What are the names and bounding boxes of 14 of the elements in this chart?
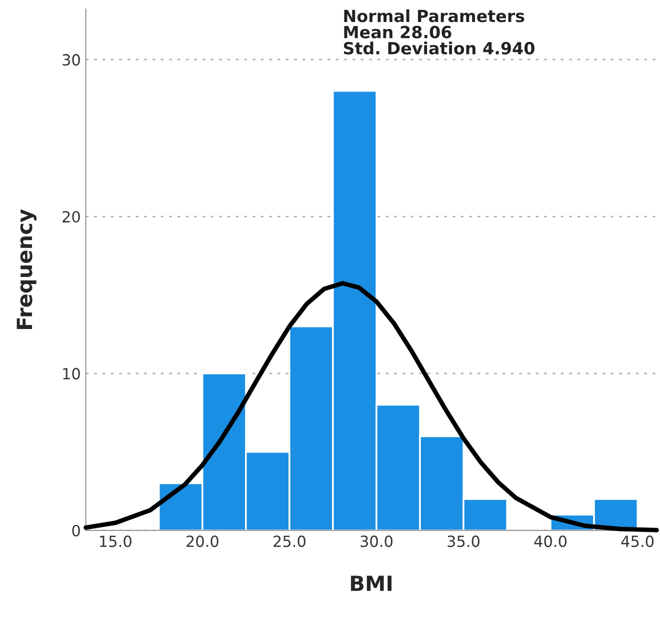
y-tick-label: 20 (62, 210, 80, 223)
x-tick-label: 40.0 (534, 536, 567, 548)
annotation: Normal Parameters Mean 28.06 Std. Deviation 4.940 (344, 9, 534, 55)
x-tick-label: 20.0 (186, 536, 218, 548)
x-axis-title: BMI (350, 576, 392, 591)
x-tick-label: 35.0 (448, 536, 480, 548)
y-tick-label: 30 (62, 54, 80, 66)
y-axis-title: Frequency (16, 209, 36, 329)
x-tick-label: 15.0 (100, 536, 132, 548)
y-tick-label: 10 (63, 368, 80, 380)
y-tick-label: 0 (72, 524, 80, 536)
x-tick-label: 45.0 (621, 536, 654, 548)
x-tick-label: 25.0 (274, 536, 306, 548)
x-tick-label: 30.0 (360, 536, 392, 548)
